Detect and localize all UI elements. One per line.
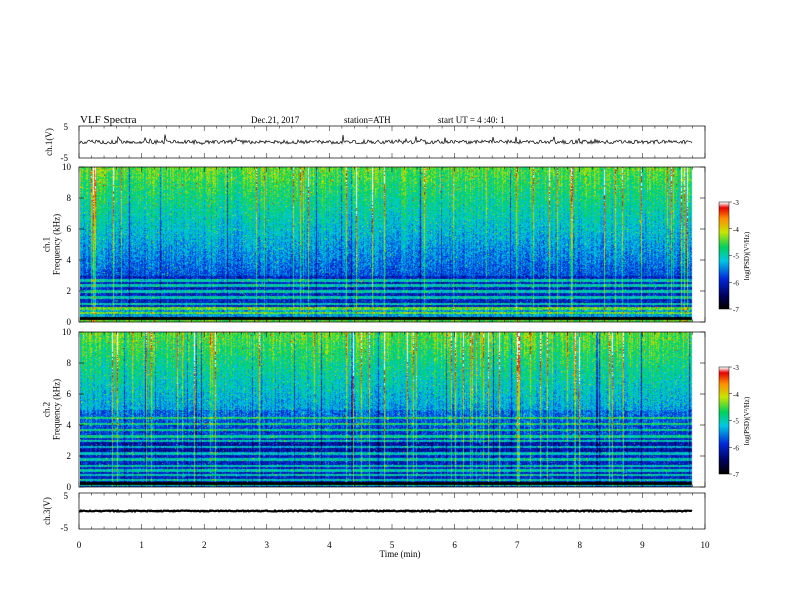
ch3-waveform-ylabel: ch.3(V) xyxy=(42,497,52,525)
ch2-colorbar-label: log(PSD)(V²/Hz) xyxy=(743,396,751,445)
station-label: station=ATH xyxy=(344,115,391,125)
time-tick-label: 8 xyxy=(578,540,583,550)
time-axis-label: Time (min) xyxy=(380,549,421,559)
ch1-ytick-top: 5 xyxy=(64,122,69,132)
start-time-label: start UT = 4 :40: 1 xyxy=(438,115,505,125)
time-tick-label: 6 xyxy=(452,540,457,550)
ch3-ytick-bottom: -5 xyxy=(61,523,69,533)
time-tick-label: 0 xyxy=(77,540,82,550)
ch1-ytick-bottom: -5 xyxy=(61,153,69,163)
freq-tick-label: 2 xyxy=(67,286,72,296)
ch1-colorbar-image xyxy=(719,202,729,309)
freq-tick-label: 10 xyxy=(62,162,72,172)
ch1-spectrogram-image xyxy=(80,167,704,322)
ch1-colorbar: -3 -4 -5 -6 -7 log(PSD)(V²/Hz) xyxy=(718,199,751,314)
ch2-spectrogram-image xyxy=(80,332,704,487)
ch3-waveform-line xyxy=(78,508,693,513)
freq-tick-label: 0 xyxy=(67,317,72,327)
colorbar-tick-label: -6 xyxy=(733,279,739,287)
colorbar-tick-label: -5 xyxy=(733,418,739,426)
colorbar-tick-label: -4 xyxy=(733,391,739,399)
ch2-colorbar: -3 -4 -5 -6 -7 log(PSD)(V²/Hz) xyxy=(718,364,751,479)
figure-title: VLF Spectra xyxy=(80,114,137,126)
freq-tick-label: 6 xyxy=(67,224,72,234)
colorbar-tick-label: -3 xyxy=(733,199,739,207)
colorbar-tick-label: -3 xyxy=(733,364,739,372)
date-label: Dec.21, 2017 xyxy=(251,115,300,125)
ch1-spectrogram-panel: 0 2 4 6 8 10 ch.1Frequency (kHz) xyxy=(41,162,706,327)
time-tick-label: 5 xyxy=(390,540,395,550)
time-tick-label: 10 xyxy=(701,540,711,550)
ch1-waveform-ylabel: ch.1(V) xyxy=(44,128,54,156)
colorbar-tick-label: -7 xyxy=(733,471,739,479)
freq-tick-label: 10 xyxy=(62,327,72,337)
ch1-colorbar-label: log(PSD)(V²/Hz) xyxy=(743,231,751,280)
colorbar-tick-label: -4 xyxy=(733,226,739,234)
freq-tick-label: 0 xyxy=(67,482,72,492)
time-tick-label: 7 xyxy=(515,540,520,550)
colorbar-tick-label: -5 xyxy=(733,253,739,261)
time-tick-label: 1 xyxy=(139,540,144,550)
freq-tick-label: 8 xyxy=(67,358,72,368)
ch2-spectrogram-ylabel: ch.2Frequency (kHz) xyxy=(41,379,61,440)
freq-tick-label: 4 xyxy=(67,420,72,430)
time-axis: 0 1 2 3 4 5 6 7 8 9 10 xyxy=(77,126,710,550)
ch1-waveform-panel: 5 -5 ch.1(V) xyxy=(44,122,706,163)
time-tick-label: 3 xyxy=(265,540,270,550)
colorbar-tick-label: -7 xyxy=(733,306,739,314)
freq-tick-label: 8 xyxy=(67,193,72,203)
freq-tick-label: 6 xyxy=(67,389,72,399)
colorbar-tick-label: -6 xyxy=(733,444,739,452)
time-tick-label: 9 xyxy=(640,540,645,550)
time-tick-label: 2 xyxy=(202,540,207,550)
ch1-spectrogram-ylabel: ch.1Frequency (kHz) xyxy=(41,214,61,275)
ch2-colorbar-image xyxy=(719,367,729,474)
freq-tick-label: 4 xyxy=(67,255,72,265)
time-tick-label: 4 xyxy=(327,540,332,550)
freq-tick-label: 2 xyxy=(67,451,72,461)
ch3-ytick-top: 5 xyxy=(64,491,69,501)
ch1-waveform-line xyxy=(79,134,693,146)
ch2-spectrogram-panel: 0 2 4 6 8 10 ch.2Frequency (kHz) xyxy=(41,327,706,492)
